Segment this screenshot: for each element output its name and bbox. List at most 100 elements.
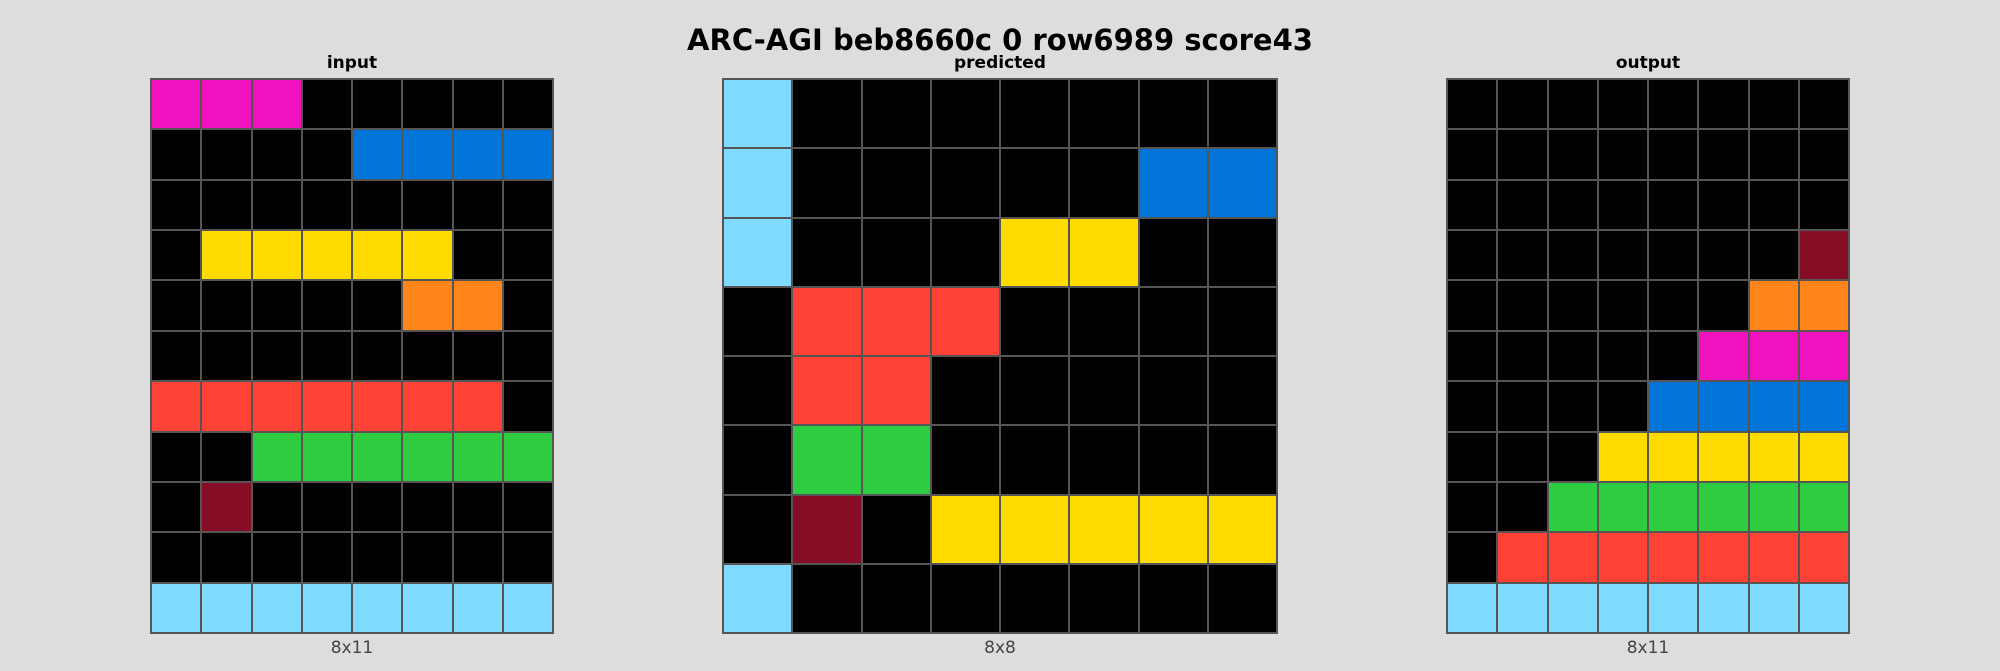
grid-cell	[452, 481, 503, 533]
grid-cell	[452, 179, 503, 231]
grid-cell	[402, 582, 453, 633]
grid-cell	[151, 532, 202, 583]
grid-cell	[930, 286, 1000, 356]
grid-cell	[1648, 481, 1699, 533]
grid-cell	[1497, 179, 1548, 231]
grid-cell	[1597, 280, 1648, 331]
grid-cell	[1069, 217, 1139, 287]
grid-cell	[452, 230, 503, 281]
grid-cell	[1698, 582, 1749, 633]
input-grid	[150, 78, 554, 634]
grid-cell	[452, 431, 503, 482]
grid-cell	[1447, 431, 1498, 482]
grid-cell	[1207, 79, 1277, 149]
grid-cell	[301, 330, 352, 382]
grid-cell	[452, 532, 503, 583]
grid-cell	[402, 179, 453, 231]
grid-cell	[1547, 129, 1598, 180]
grid-cell	[861, 494, 931, 564]
grid-cell	[1798, 230, 1849, 281]
grid-cell	[251, 280, 302, 331]
grid-cell	[792, 148, 862, 218]
grid-cell	[1648, 330, 1699, 382]
grid-cell	[151, 481, 202, 533]
grid-cell	[352, 280, 403, 331]
grid-cell	[502, 582, 553, 633]
grid-cell	[1497, 280, 1548, 331]
grid-cell	[1798, 381, 1849, 432]
grid-cell	[1497, 330, 1548, 382]
grid-cell	[201, 532, 252, 583]
grid-cell	[1597, 79, 1648, 130]
grid-cell	[301, 481, 352, 533]
output-grid	[1446, 78, 1850, 634]
grid-cell	[1597, 179, 1648, 231]
grid-cell	[151, 330, 202, 382]
panel-title-input: input	[326, 53, 378, 73]
panel-caption-input: 8x11	[330, 638, 374, 658]
grid-cell	[352, 330, 403, 382]
grid-cell	[151, 582, 202, 633]
grid-cell	[1748, 79, 1799, 130]
grid-cell	[1069, 79, 1139, 149]
grid-cell	[251, 381, 302, 432]
grid-cell	[1748, 280, 1799, 331]
grid-cell	[1798, 582, 1849, 633]
grid-cell	[1748, 330, 1799, 382]
grid-cell	[201, 79, 252, 130]
grid-cell	[1597, 129, 1648, 180]
grid-cell	[352, 532, 403, 583]
grid-cell	[352, 129, 403, 180]
grid-cell	[402, 129, 453, 180]
grid-cell	[1207, 217, 1277, 287]
grid-cell	[723, 286, 793, 356]
grid-cell	[1497, 129, 1548, 180]
grid-cell	[201, 330, 252, 382]
grid-cell	[1648, 280, 1699, 331]
predicted-grid	[722, 78, 1278, 634]
grid-cell	[1207, 425, 1277, 495]
grid-cell	[1069, 286, 1139, 356]
grid-cell	[1547, 532, 1598, 583]
grid-cell	[792, 217, 862, 287]
grid-cell	[251, 582, 302, 633]
grid-cell	[861, 286, 931, 356]
grid-cell	[1798, 532, 1849, 583]
grid-cell	[151, 79, 202, 130]
grid-cell	[1698, 129, 1749, 180]
grid-cell	[1497, 481, 1548, 533]
grid-cell	[1547, 79, 1598, 130]
grid-cell	[1447, 179, 1498, 231]
figure-title: ARC-AGI beb8660c 0 row6989 score43	[687, 23, 1313, 57]
grid-cell	[1547, 481, 1598, 533]
grid-cell	[502, 381, 553, 432]
grid-cell	[452, 280, 503, 331]
grid-cell	[151, 230, 202, 281]
panel-caption-output: 8x11	[1626, 638, 1670, 658]
grid-cell	[1207, 356, 1277, 426]
grid-cell	[402, 431, 453, 482]
grid-cell	[201, 179, 252, 231]
panel-title-output: output	[1615, 53, 1681, 73]
grid-cell	[201, 381, 252, 432]
grid-cell	[201, 431, 252, 482]
grid-cell	[1000, 217, 1070, 287]
grid-cell	[792, 79, 862, 149]
grid-cell	[502, 79, 553, 130]
grid-cell	[1698, 381, 1749, 432]
grid-cell	[1069, 425, 1139, 495]
grid-cell	[1698, 532, 1749, 583]
grid-cell	[301, 532, 352, 583]
grid-cell	[1547, 179, 1598, 231]
grid-cell	[723, 494, 793, 564]
grid-cell	[723, 217, 793, 287]
grid-cell	[930, 356, 1000, 426]
grid-cell	[861, 563, 931, 633]
grid-cell	[1207, 148, 1277, 218]
grid-cell	[1000, 286, 1070, 356]
grid-cell	[792, 356, 862, 426]
grid-cell	[1597, 381, 1648, 432]
grid-cell	[201, 582, 252, 633]
grid-cell	[723, 356, 793, 426]
grid-cell	[792, 425, 862, 495]
